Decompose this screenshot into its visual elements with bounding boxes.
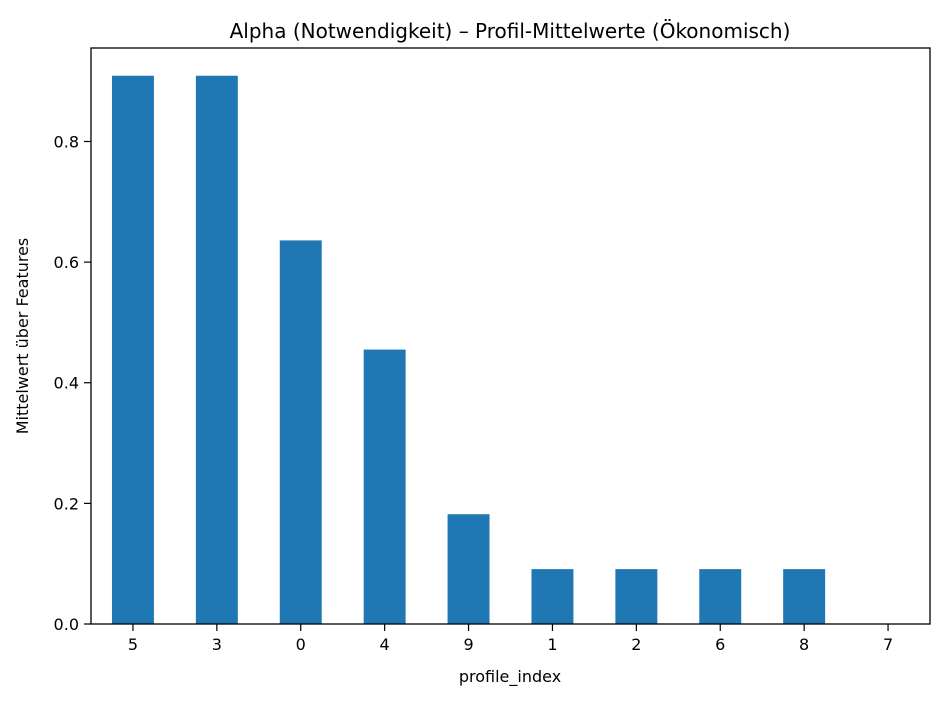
x-tick-label: 8 <box>799 635 809 654</box>
x-tick-label: 2 <box>631 635 641 654</box>
y-tick-label: 0.4 <box>54 374 79 393</box>
bar-6 <box>699 569 742 624</box>
bar-2 <box>615 569 658 624</box>
y-tick-label: 0.0 <box>54 615 79 634</box>
bar-4 <box>363 349 406 624</box>
bar-5 <box>111 75 154 624</box>
x-tick-label: 1 <box>547 635 557 654</box>
bar-3 <box>195 75 238 624</box>
x-tick-label: 6 <box>715 635 725 654</box>
x-tick-label: 7 <box>883 635 893 654</box>
x-tick-label: 5 <box>128 635 138 654</box>
x-tick-label: 9 <box>463 635 473 654</box>
y-tick-label: 0.6 <box>54 253 79 272</box>
bar-1 <box>531 569 574 624</box>
x-tick-label: 4 <box>380 635 390 654</box>
x-tick-label: 0 <box>296 635 306 654</box>
bar-0 <box>279 240 322 624</box>
y-tick-label: 0.8 <box>54 132 79 151</box>
y-tick-label: 0.2 <box>54 494 79 513</box>
x-tick-label: 3 <box>212 635 222 654</box>
bar-9 <box>447 514 490 624</box>
chart-title: Alpha (Notwendigkeit) – Profil-Mittelwer… <box>230 19 791 43</box>
y-axis-label: Mittelwert über Features <box>13 238 32 435</box>
bar-8 <box>783 569 826 624</box>
bars-group <box>111 75 826 624</box>
ticks-group: 5 3 0 4 9 1 2 6 8 7 0.0 0.2 0.4 0.6 0.8 <box>54 132 894 654</box>
x-axis-label: profile_index <box>459 667 561 687</box>
plot-frame <box>90 47 931 625</box>
